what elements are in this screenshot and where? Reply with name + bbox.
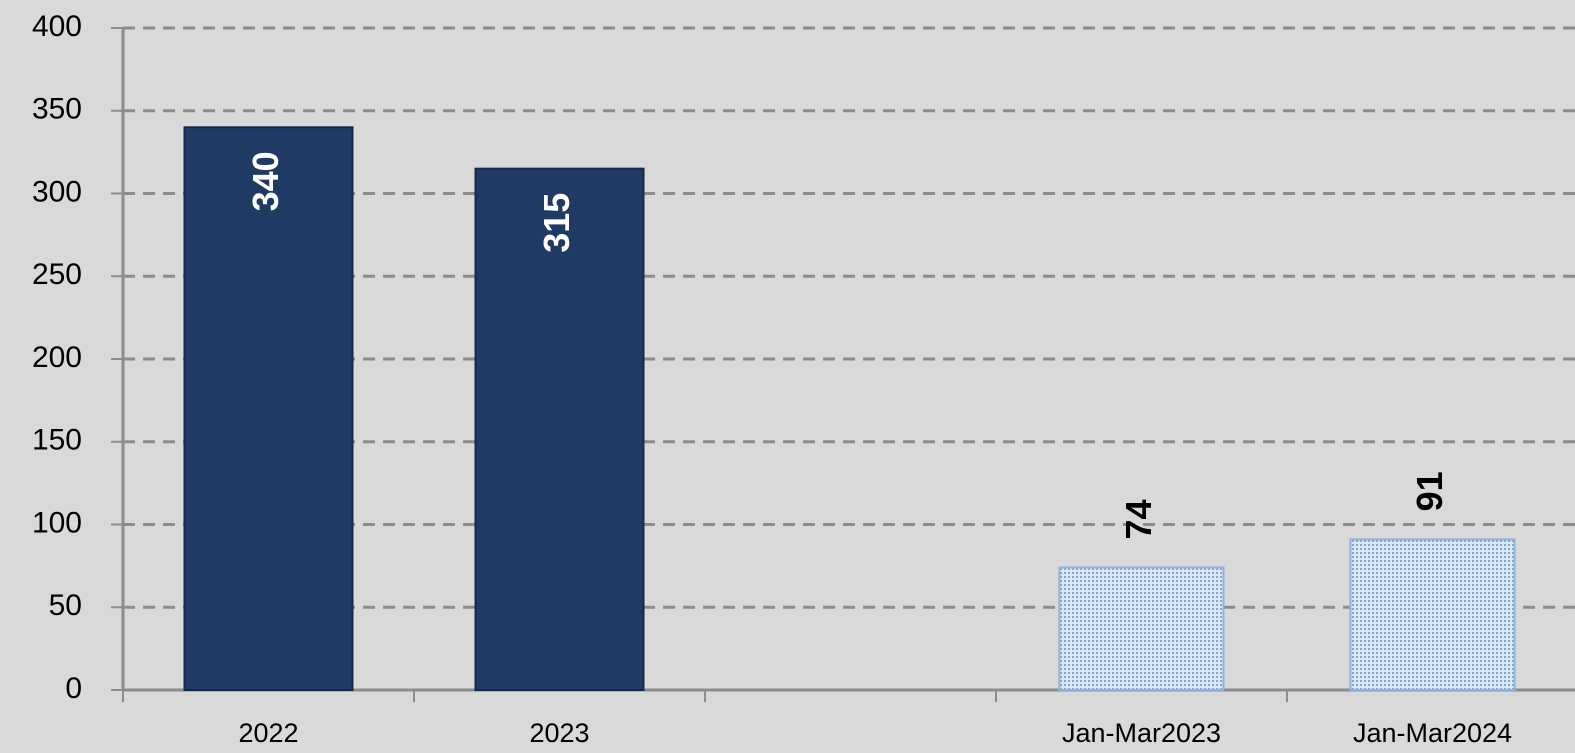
bar: [1349, 538, 1516, 692]
y-tick-label: 400: [32, 10, 82, 43]
y-tick-label: 350: [32, 93, 82, 126]
x-tick-label: 2023: [529, 718, 589, 748]
y-tick-label: 100: [32, 506, 82, 539]
bar: [1058, 566, 1225, 692]
y-tick-label: 0: [65, 672, 82, 705]
y-tick-label: 300: [32, 175, 82, 208]
x-tick-label: 2022: [238, 718, 298, 748]
value-label: 74: [1118, 499, 1159, 539]
value-label: 315: [536, 193, 577, 253]
y-tick-label: 250: [32, 258, 82, 291]
x-tick-label: Jan-Mar2024: [1353, 718, 1512, 748]
bar: [474, 167, 645, 692]
value-label: 91: [1409, 471, 1450, 511]
y-tick-label: 150: [32, 424, 82, 457]
y-tick-label: 200: [32, 341, 82, 374]
value-label: 340: [245, 151, 286, 211]
bar: [183, 126, 354, 692]
x-tick-label: Jan-Mar2023: [1062, 718, 1221, 748]
y-tick-label: 50: [49, 589, 82, 622]
